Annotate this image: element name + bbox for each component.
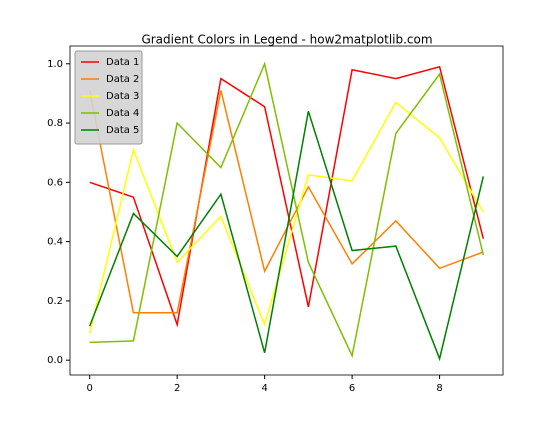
legend-label: Data 3: [106, 91, 139, 102]
data-line: [88, 110, 485, 362]
y-tick-label: 0.4: [47, 237, 63, 248]
data-line: [89, 65, 485, 328]
legend-box: [74, 50, 143, 145]
x-tick-label: 2: [174, 383, 180, 394]
chart-title: Gradient Colors in Legend - how2matplotl…: [141, 33, 432, 47]
data-line: [89, 61, 485, 359]
data-line: [88, 90, 484, 314]
legend-label: Data 2: [106, 74, 139, 85]
legend-label: Data 5: [106, 125, 139, 136]
x-tick-label: 0: [86, 383, 92, 394]
legend-label: Data 1: [106, 57, 139, 68]
x-tick-label: 8: [436, 383, 442, 394]
y-tick-label: 0.2: [47, 296, 63, 307]
data-line: [88, 101, 484, 334]
y-tick-label: 0.8: [47, 118, 63, 129]
legend-label: Data 4: [106, 108, 139, 119]
axes-frame: [69, 45, 504, 376]
y-tick-label: 1.0: [47, 59, 63, 70]
x-tick-label: 4: [261, 383, 267, 394]
x-tick-label: 6: [349, 383, 355, 394]
y-tick-label: 0.0: [47, 355, 63, 366]
y-tick-label: 0.6: [47, 177, 63, 188]
legend: Data 1 Data 2 Data 3 Data 4 Data 5: [74, 50, 143, 145]
